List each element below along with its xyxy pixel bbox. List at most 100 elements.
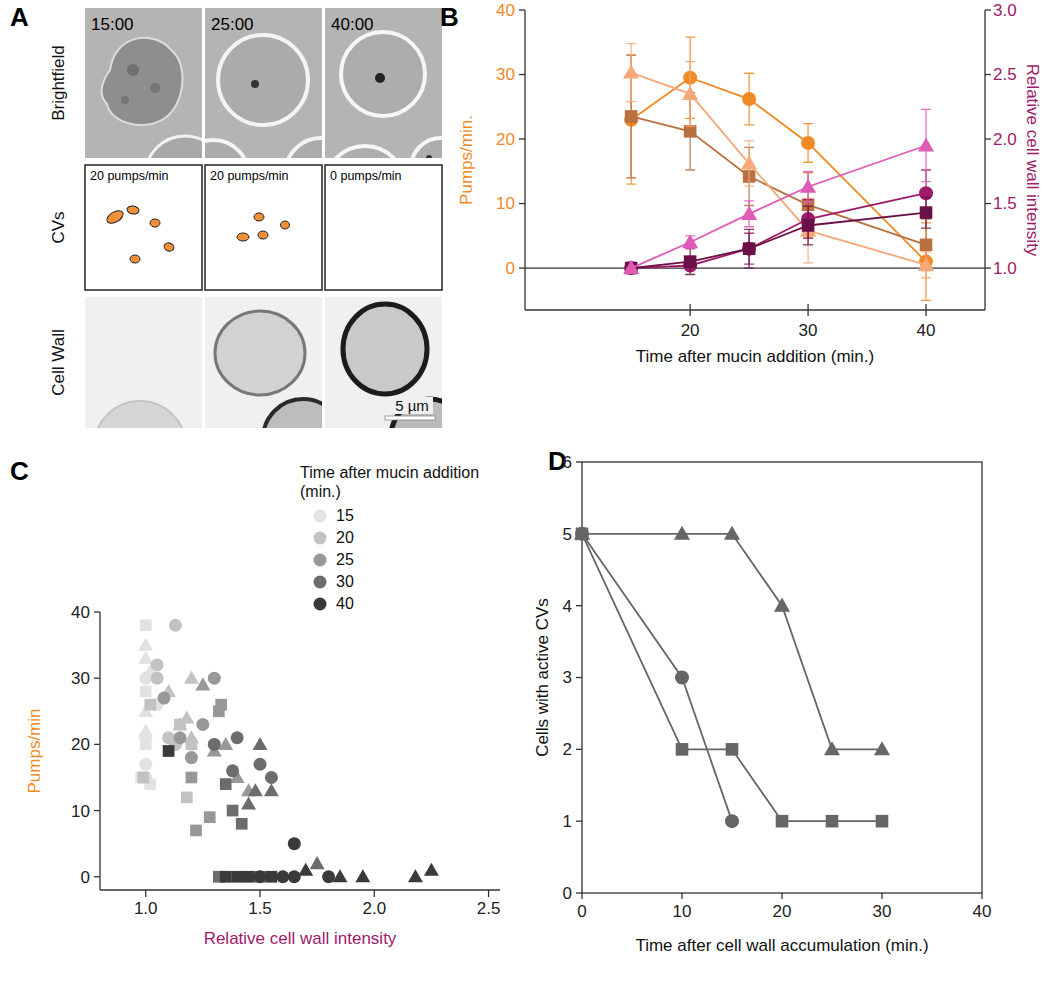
y-tick-label: 1: [563, 812, 572, 831]
y-tick-label: 40: [496, 1, 515, 20]
x-tick-label: 40: [973, 902, 992, 921]
cell: [325, 146, 405, 158]
cell: [285, 138, 322, 158]
cell-wall-image: [85, 297, 202, 428]
y-axis: [99, 612, 100, 890]
plot-frame: [582, 462, 982, 893]
image-content: [205, 35, 322, 158]
pump-label: 20 pumps/min: [210, 169, 289, 183]
data-point: [623, 65, 639, 79]
y-tick-label: 6: [563, 453, 572, 472]
data-point: [140, 686, 152, 698]
legend-title: Time after mucin addition(min.): [300, 464, 479, 500]
y-tick: [519, 9, 525, 10]
data-point: [322, 870, 335, 883]
data-point: [288, 870, 301, 883]
contractile-vacuole: [130, 255, 140, 263]
data-point: [625, 110, 638, 123]
data-point: [144, 699, 156, 711]
y-tick-label: 3: [563, 668, 572, 687]
data-point: [241, 796, 256, 809]
data-point: [800, 179, 816, 193]
data-point: [276, 870, 289, 883]
y-tick-label: 2: [563, 740, 572, 759]
data-point: [824, 741, 840, 755]
data-point: [243, 871, 255, 883]
cell: [205, 140, 249, 158]
legend-label: 40: [336, 595, 354, 612]
pump-label: 0 pumps/min: [330, 169, 402, 183]
y-tick-label: 20: [496, 130, 515, 149]
x-tick-label: 0: [577, 902, 586, 921]
data-point: [227, 805, 239, 817]
data-point: [742, 92, 756, 106]
data-point: [266, 871, 278, 883]
data-point: [158, 692, 171, 705]
data-point: [675, 671, 689, 685]
data-point: [195, 677, 210, 690]
y2-axis-title: Relative cell wall intensity: [1023, 64, 1042, 257]
data-point: [802, 219, 815, 232]
contractile-vacuole: [281, 221, 290, 229]
x-tick: [259, 890, 260, 897]
data-point: [138, 724, 153, 737]
data-point: [801, 136, 815, 150]
x-axis-title: Relative cell wall intensity: [204, 929, 397, 948]
x-axis-title: Time after mucin addition (min.): [636, 347, 874, 366]
brightfield-image: [325, 8, 442, 158]
data-point: [185, 751, 198, 764]
y-axis: [524, 10, 525, 310]
x-tick-label: 1.0: [134, 899, 158, 918]
x-tick-label: 20: [773, 902, 792, 921]
cell-detail: [426, 155, 432, 158]
legend-marker: [314, 576, 327, 589]
x-axis: [525, 309, 985, 310]
y-tick-label: 10: [496, 194, 515, 213]
cell-detail: [150, 83, 160, 93]
cell: [218, 35, 308, 125]
y-tick: [576, 461, 582, 462]
y-tick-label: 20: [71, 735, 90, 754]
x-tick: [807, 304, 808, 316]
x-tick: [374, 890, 375, 897]
y-tick-label: 30: [71, 669, 90, 688]
data-point: [181, 791, 193, 803]
contractile-vacuole: [126, 205, 139, 215]
y-tick: [519, 267, 525, 268]
y2-tick: [985, 9, 991, 10]
y-tick: [94, 678, 100, 679]
y-tick: [519, 138, 525, 139]
data-point: [725, 814, 739, 828]
x-tick: [145, 890, 146, 897]
series-line: [631, 73, 926, 265]
contractile-vacuole: [254, 213, 264, 221]
row-label: CVs: [49, 211, 68, 243]
scale-bar: [385, 416, 435, 420]
data-point: [920, 239, 933, 252]
y-tick: [94, 744, 100, 745]
series-line: [582, 534, 882, 750]
contractile-vacuole: [163, 242, 175, 253]
data-point: [920, 206, 933, 219]
scale-bar-label: 5 µm: [395, 397, 429, 414]
data-point: [231, 731, 244, 744]
pump-label: 20 pumps/min: [90, 169, 169, 183]
data-point: [253, 737, 268, 750]
x-tick-label: 40: [917, 321, 936, 340]
y-tick: [94, 876, 100, 877]
data-point: [623, 260, 639, 274]
data-point: [208, 672, 221, 685]
cell: [343, 304, 427, 394]
y-tick: [576, 749, 582, 750]
data-point: [208, 738, 221, 751]
cell-detail: [121, 96, 129, 104]
legend-label: 15: [336, 507, 354, 524]
y-axis-title: Pumps/min.: [457, 115, 476, 205]
cell: [341, 32, 425, 116]
legend-marker: [314, 510, 327, 523]
data-point: [741, 155, 757, 169]
data-point: [190, 825, 202, 837]
plot-area: [574, 526, 890, 828]
y2-tick: [985, 138, 991, 139]
contractile-vacuole: [150, 219, 160, 227]
